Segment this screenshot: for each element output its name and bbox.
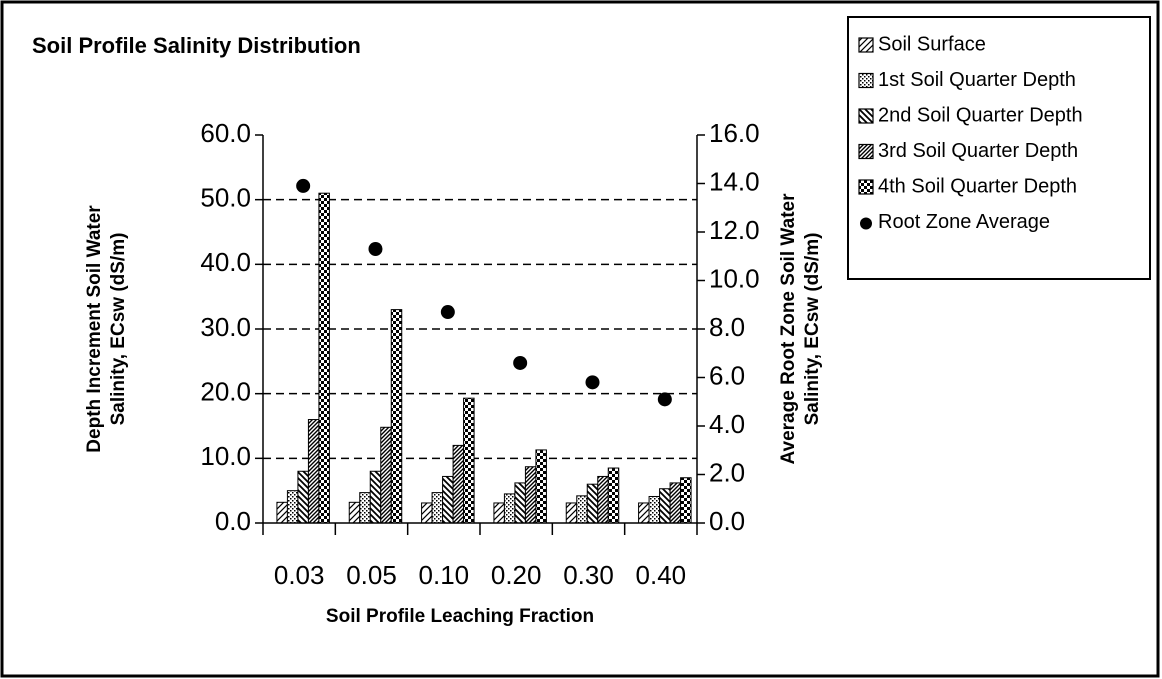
y-tick-label: 60.0: [200, 118, 251, 148]
y2-tick-label: 10.0: [709, 263, 760, 293]
bar: [348, 501, 361, 524]
x-tick-label: 0.03: [274, 560, 325, 590]
legend-swatch: [858, 143, 874, 160]
y2-tick-label: 16.0: [709, 118, 760, 148]
legend-swatch: [858, 37, 874, 53]
y-axis-title-line: Salinity, ECsw (dS/m): [108, 233, 129, 426]
bar: [680, 477, 692, 524]
y-tick-label: 20.0: [200, 377, 251, 407]
x-axis-title: Soil Profile Leaching Fraction: [326, 606, 594, 627]
bar: [659, 488, 671, 524]
bar: [669, 482, 682, 524]
chart-title: Soil Profile Salinity Distribution: [32, 33, 361, 58]
bar: [390, 309, 403, 524]
bar: [421, 502, 433, 524]
y-axis-title-line: Depth Increment Soil Water: [84, 205, 105, 453]
x-tick-label: 0.05: [346, 560, 397, 590]
bar: [463, 397, 475, 524]
bar: [369, 470, 382, 524]
bar: [493, 502, 505, 524]
x-tick-label: 0.30: [563, 560, 614, 590]
y2-tick-label: 12.0: [709, 215, 760, 245]
bar: [503, 493, 516, 524]
y2-tick-label: 4.0: [709, 409, 745, 439]
y-tick-label: 40.0: [200, 247, 251, 277]
y2-tick-label: 6.0: [709, 360, 745, 390]
legend-label: 4th Soil Quarter Depth: [878, 175, 1077, 197]
legend-swatch: [858, 179, 874, 195]
legend-swatch: [858, 72, 874, 89]
bar: [607, 467, 620, 524]
bar: [524, 466, 537, 524]
x-tick-label: 0.20: [491, 560, 542, 590]
y2-tick-label: 14.0: [709, 166, 760, 196]
y2-tick-label: 2.0: [709, 457, 745, 487]
bar: [380, 426, 392, 524]
bar: [452, 444, 465, 524]
y2-axis-title: Average Root Zone Soil Water Salinity, E…: [778, 193, 823, 465]
y-tick-label: 0.0: [215, 506, 251, 536]
bar: [286, 490, 299, 524]
bar: [431, 492, 444, 524]
bar: [307, 419, 320, 524]
y-tick-label: 10.0: [200, 441, 251, 471]
legend-marker: [860, 217, 872, 230]
legend-label: Soil Surface: [878, 33, 986, 55]
y2-axis-title-line: Average Root Zone Soil Water: [778, 193, 799, 465]
bar: [276, 501, 288, 524]
x-tick-label: 0.10: [419, 560, 470, 590]
point: [657, 392, 672, 407]
bar: [514, 482, 526, 524]
bar: [535, 449, 547, 524]
bar: [565, 502, 578, 524]
x-tick-label: 0.40: [636, 560, 687, 590]
y2-tick-label: 0.0: [709, 506, 745, 536]
bar: [359, 492, 371, 524]
bar: [648, 495, 661, 524]
bar: [576, 495, 588, 524]
y2-axis-title-line: Salinity, ECsw (dS/m): [802, 233, 823, 426]
y-tick-label: 30.0: [200, 312, 251, 342]
legend-swatch: [858, 108, 874, 124]
legend-label: 1st Soil Quarter Depth: [878, 69, 1076, 91]
bar: [586, 483, 599, 524]
point: [585, 375, 600, 390]
bar: [638, 502, 650, 524]
point: [296, 178, 311, 193]
legend-label: 3rd Soil Quarter Depth: [878, 140, 1078, 162]
point: [440, 305, 455, 320]
y2-tick-label: 8.0: [709, 312, 745, 342]
y-axis-title: Depth Increment Soil Water Salinity, ECs…: [84, 205, 129, 453]
bar: [297, 470, 309, 524]
bar: [597, 475, 609, 524]
legend-label: 2nd Soil Quarter Depth: [878, 104, 1083, 126]
legend-label: Root Zone Average: [878, 211, 1050, 233]
bar: [318, 192, 330, 524]
y-tick-label: 50.0: [200, 183, 251, 213]
point: [513, 355, 528, 370]
bar: [442, 475, 454, 524]
point: [368, 241, 383, 256]
legend-box: [847, 16, 1151, 280]
